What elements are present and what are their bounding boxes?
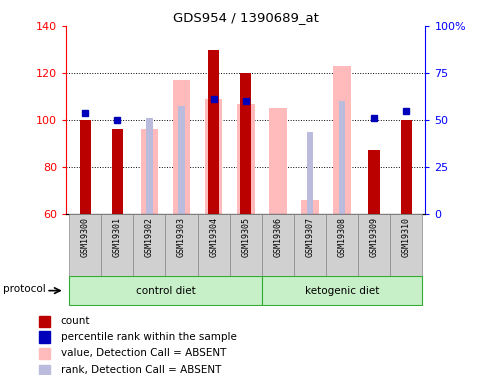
Bar: [69, 214, 101, 276]
Bar: [39, 316, 50, 327]
Bar: [172, 80, 190, 214]
Text: GSM19300: GSM19300: [81, 217, 90, 257]
Bar: [112, 129, 122, 214]
Text: GSM19304: GSM19304: [209, 217, 218, 257]
Text: GSM19301: GSM19301: [113, 217, 122, 257]
Bar: [325, 214, 357, 276]
Bar: [204, 99, 222, 214]
Bar: [236, 104, 254, 214]
Bar: [207, 50, 219, 214]
Bar: [39, 348, 50, 359]
Text: rank, Detection Call = ABSENT: rank, Detection Call = ABSENT: [61, 365, 221, 375]
Text: GSM19303: GSM19303: [177, 217, 185, 257]
Text: ketogenic diet: ketogenic diet: [304, 286, 378, 296]
Bar: [242, 104, 248, 214]
Text: GSM19309: GSM19309: [369, 217, 378, 257]
Bar: [400, 120, 411, 214]
Bar: [210, 99, 216, 214]
Bar: [178, 106, 184, 214]
Text: GSM19305: GSM19305: [241, 217, 250, 257]
Bar: [368, 150, 379, 214]
Bar: [261, 276, 421, 305]
Text: GSM19310: GSM19310: [401, 217, 410, 257]
Bar: [332, 66, 350, 214]
Text: GSM19308: GSM19308: [337, 217, 346, 257]
Bar: [268, 108, 286, 214]
Bar: [229, 214, 261, 276]
Bar: [69, 276, 261, 305]
Bar: [133, 214, 165, 276]
Text: GSM19306: GSM19306: [273, 217, 282, 257]
Bar: [146, 118, 152, 214]
Bar: [293, 214, 325, 276]
Bar: [141, 129, 158, 214]
Bar: [80, 120, 91, 214]
Bar: [301, 200, 318, 214]
Text: GSM19302: GSM19302: [144, 217, 154, 257]
Bar: [197, 214, 229, 276]
Text: percentile rank within the sample: percentile rank within the sample: [61, 332, 236, 342]
Bar: [39, 332, 50, 342]
Bar: [338, 101, 345, 214]
Text: value, Detection Call = ABSENT: value, Detection Call = ABSENT: [61, 348, 225, 358]
Bar: [357, 214, 389, 276]
Bar: [165, 214, 197, 276]
Bar: [39, 365, 50, 375]
Bar: [389, 214, 421, 276]
Text: protocol: protocol: [3, 284, 46, 294]
Text: control diet: control diet: [135, 286, 195, 296]
Bar: [101, 214, 133, 276]
Title: GDS954 / 1390689_at: GDS954 / 1390689_at: [172, 11, 318, 24]
Bar: [261, 214, 293, 276]
Text: count: count: [61, 316, 90, 326]
Text: GSM19307: GSM19307: [305, 217, 314, 257]
Bar: [240, 73, 251, 214]
Bar: [306, 132, 312, 214]
